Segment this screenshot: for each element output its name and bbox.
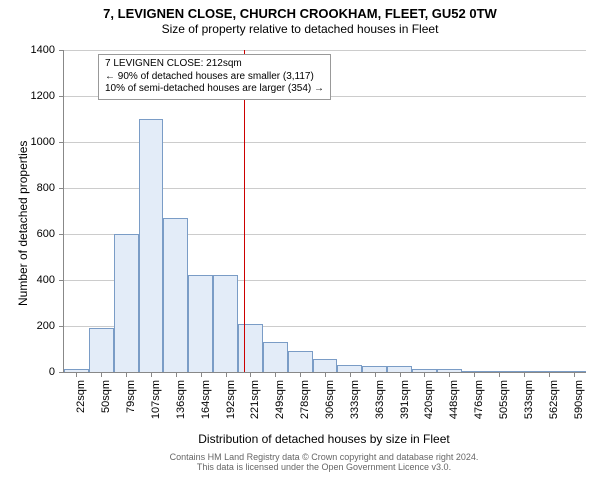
xtick-mark	[325, 372, 326, 377]
xtick-label: 363sqm	[374, 380, 386, 430]
ytick-label: 0	[15, 366, 55, 378]
ytick-label: 200	[15, 320, 55, 332]
xtick-label: 590sqm	[573, 380, 585, 430]
histogram-bar	[238, 324, 263, 372]
xtick-label: 533sqm	[523, 380, 535, 430]
histogram-bar	[263, 342, 288, 372]
ytick-label: 400	[15, 274, 55, 286]
xtick-mark	[400, 372, 401, 377]
xtick-label: 476sqm	[473, 380, 485, 430]
xtick-label: 333sqm	[349, 380, 361, 430]
xtick-mark	[275, 372, 276, 377]
histogram-bar	[313, 359, 338, 372]
xtick-mark	[524, 372, 525, 377]
x-axis-label: Distribution of detached houses by size …	[63, 432, 585, 446]
histogram-bar	[139, 119, 164, 372]
legend-line-1: 7 LEVIGNEN CLOSE: 212sqm	[105, 58, 324, 71]
xtick-mark	[574, 372, 575, 377]
xtick-mark	[226, 372, 227, 377]
xtick-mark	[250, 372, 251, 377]
ytick-label: 800	[15, 182, 55, 194]
xtick-label: 278sqm	[299, 380, 311, 430]
chart-title: 7, LEVIGNEN CLOSE, CHURCH CROOKHAM, FLEE…	[0, 0, 600, 22]
xtick-mark	[375, 372, 376, 377]
xtick-mark	[424, 372, 425, 377]
ytick-label: 600	[15, 228, 55, 240]
xtick-label: 50sqm	[100, 380, 112, 430]
grid-line	[64, 50, 586, 51]
legend-line-3: 10% of semi-detached houses are larger (…	[105, 83, 324, 96]
xtick-mark	[474, 372, 475, 377]
xtick-label: 107sqm	[150, 380, 162, 430]
xtick-mark	[300, 372, 301, 377]
ytick-mark	[59, 96, 64, 97]
xtick-mark	[499, 372, 500, 377]
xtick-mark	[549, 372, 550, 377]
histogram-bar	[114, 234, 139, 372]
xtick-mark	[449, 372, 450, 377]
xtick-label: 420sqm	[423, 380, 435, 430]
xtick-label: 306sqm	[324, 380, 336, 430]
xtick-mark	[350, 372, 351, 377]
histogram-bar	[188, 275, 213, 372]
xtick-label: 391sqm	[399, 380, 411, 430]
histogram-bar	[163, 218, 188, 372]
xtick-label: 249sqm	[274, 380, 286, 430]
xtick-label: 505sqm	[498, 380, 510, 430]
ytick-mark	[59, 142, 64, 143]
xtick-label: 448sqm	[448, 380, 460, 430]
xtick-label: 164sqm	[200, 380, 212, 430]
chart-subtitle: Size of property relative to detached ho…	[0, 22, 600, 36]
xtick-label: 221sqm	[249, 380, 261, 430]
ytick-label: 1200	[15, 90, 55, 102]
ytick-mark	[59, 326, 64, 327]
xtick-mark	[176, 372, 177, 377]
xtick-label: 79sqm	[125, 380, 137, 430]
ytick-mark	[59, 50, 64, 51]
legend-line-2: ← 90% of detached houses are smaller (3,…	[105, 71, 324, 84]
xtick-mark	[151, 372, 152, 377]
xtick-label: 136sqm	[175, 380, 187, 430]
xtick-mark	[126, 372, 127, 377]
ytick-label: 1400	[15, 44, 55, 56]
xtick-label: 22sqm	[75, 380, 87, 430]
xtick-label: 562sqm	[548, 380, 560, 430]
xtick-mark	[101, 372, 102, 377]
histogram-bar	[288, 351, 313, 372]
ytick-label: 1000	[15, 136, 55, 148]
histogram-bar	[213, 275, 238, 372]
histogram-bar	[337, 365, 362, 372]
ytick-mark	[59, 280, 64, 281]
ytick-mark	[59, 372, 64, 373]
ytick-mark	[59, 234, 64, 235]
xtick-mark	[76, 372, 77, 377]
xtick-label: 192sqm	[225, 380, 237, 430]
legend-box: 7 LEVIGNEN CLOSE: 212sqm ← 90% of detach…	[98, 54, 331, 100]
copyright-text: Contains HM Land Registry data © Crown c…	[63, 452, 585, 472]
xtick-mark	[201, 372, 202, 377]
ytick-mark	[59, 188, 64, 189]
histogram-bar	[89, 328, 114, 372]
chart-container: 7, LEVIGNEN CLOSE, CHURCH CROOKHAM, FLEE…	[0, 0, 600, 500]
